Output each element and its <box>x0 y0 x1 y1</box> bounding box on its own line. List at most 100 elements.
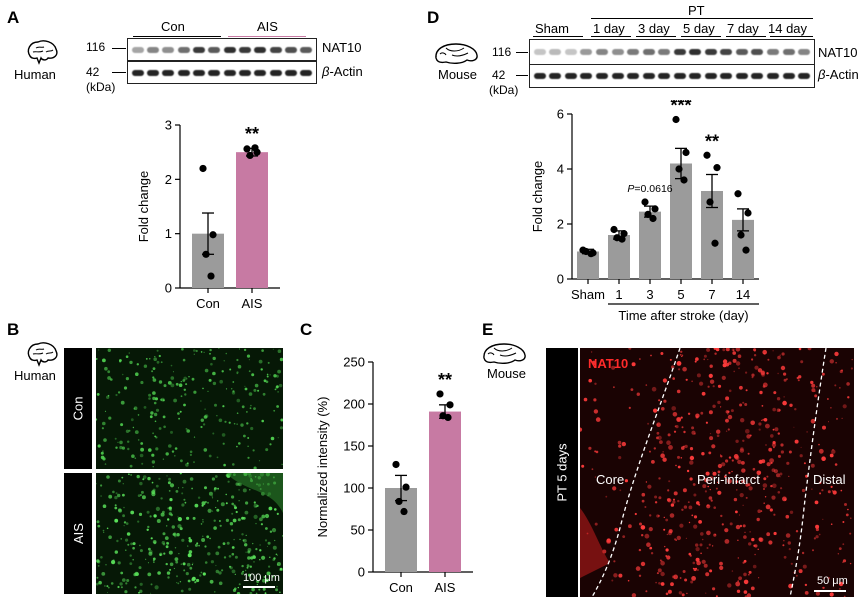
texture-dot <box>813 537 816 540</box>
texture-dot <box>667 433 671 437</box>
texture-dot <box>265 527 268 530</box>
texture-dot <box>146 510 150 514</box>
texture-dot <box>146 528 149 531</box>
texture-dot <box>737 354 742 358</box>
texture-dot <box>194 581 197 584</box>
texture-dot <box>143 406 147 409</box>
texture-dot <box>207 390 209 392</box>
texture-dot <box>105 564 107 566</box>
texture-dot <box>735 455 740 461</box>
texture-dot <box>231 569 236 574</box>
texture-dot <box>631 593 637 597</box>
texture-dot <box>111 560 116 565</box>
texture-dot <box>687 501 690 503</box>
texture-dot <box>630 388 634 391</box>
texture-dot <box>683 445 685 448</box>
texture-dot <box>129 464 133 468</box>
texture-dot <box>691 576 696 581</box>
texture-dot <box>233 422 236 425</box>
texture-dot <box>246 564 250 568</box>
texture-dot <box>800 446 802 448</box>
texture-dot <box>235 510 238 514</box>
texture-dot <box>830 523 833 525</box>
data-point <box>400 507 408 516</box>
texture-dot <box>650 354 652 357</box>
texture-dot <box>242 570 245 573</box>
texture-dot <box>716 434 720 437</box>
texture-dot <box>181 503 185 507</box>
texture-dot <box>770 434 774 438</box>
texture-dot <box>686 469 690 473</box>
texture-dot <box>155 506 160 511</box>
protein-label-nat10-a: NAT10 <box>322 40 362 55</box>
texture-dot <box>695 415 699 419</box>
texture-dot <box>209 348 212 352</box>
texture-dot <box>228 555 232 558</box>
texture-dot <box>138 512 143 516</box>
texture-dot <box>212 381 217 386</box>
texture-dot <box>731 459 734 462</box>
texture-dot <box>192 576 196 581</box>
texture-dot <box>151 481 154 484</box>
texture-dot <box>252 449 255 452</box>
texture-dot <box>279 357 283 362</box>
texture-dot <box>194 543 198 547</box>
texture-dot <box>695 547 700 552</box>
texture-dot <box>218 348 220 349</box>
texture-dot <box>225 502 228 505</box>
texture-dot <box>218 418 223 423</box>
texture-dot <box>168 444 172 448</box>
texture-dot <box>236 371 239 374</box>
texture-dot <box>715 487 718 490</box>
texture-dot <box>689 554 692 557</box>
texture-dot <box>193 461 195 464</box>
texture-dot <box>743 579 749 585</box>
texture-dot <box>849 532 852 535</box>
texture-dot <box>207 508 212 513</box>
texture-dot <box>151 460 156 464</box>
texture-dot <box>708 451 712 455</box>
texture-dot <box>240 423 244 427</box>
texture-dot <box>683 430 686 434</box>
texture-dot <box>169 508 172 512</box>
texture-dot <box>680 350 683 353</box>
texture-dot <box>822 425 826 430</box>
texture-dot <box>745 496 748 499</box>
texture-dot <box>202 535 204 537</box>
texture-dot <box>695 543 699 547</box>
texture-dot <box>173 567 175 570</box>
group-label-1day-d: 1 day <box>593 21 625 36</box>
texture-dot <box>222 542 226 545</box>
texture-dot <box>720 514 723 518</box>
pt-line-d <box>591 18 813 19</box>
texture-dot <box>722 359 728 364</box>
texture-dot <box>802 564 807 569</box>
group-label-sham-d: Sham <box>535 21 569 36</box>
texture-dot <box>107 592 108 594</box>
texture-dot <box>182 479 187 484</box>
texture-dot <box>722 348 726 352</box>
texture-dot <box>691 514 694 517</box>
texture-dot <box>721 523 724 526</box>
texture-dot <box>274 388 277 391</box>
texture-dot <box>119 445 123 450</box>
texture-dot <box>728 389 732 393</box>
texture-dot <box>221 433 226 437</box>
texture-dot <box>758 459 763 464</box>
blot-band <box>580 49 593 55</box>
texture-dot <box>229 565 231 568</box>
texture-dot <box>225 388 228 390</box>
texture-dot <box>224 420 227 423</box>
texture-dot <box>130 542 133 546</box>
texture-dot <box>255 548 258 551</box>
blot-band <box>658 73 671 79</box>
texture-dot <box>213 519 216 522</box>
texture-dot <box>688 505 693 510</box>
texture-dot <box>207 552 211 556</box>
texture-dot <box>97 524 101 528</box>
texture-dot <box>160 497 163 500</box>
texture-dot <box>150 592 152 594</box>
texture-dot <box>139 544 141 547</box>
data-point <box>610 225 618 234</box>
texture-dot <box>249 591 253 594</box>
